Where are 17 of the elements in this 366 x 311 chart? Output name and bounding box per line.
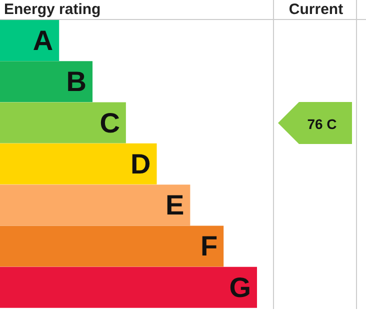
y-tick-label: D [130,148,151,180]
text: 76 C [307,116,337,132]
bar [0,20,60,61]
y-tick-label: E [165,190,184,221]
bar [0,61,93,102]
text: Current [288,1,344,18]
y-tick-label: C [100,107,120,138]
bar [0,184,190,226]
bar [0,266,257,308]
y-tick-label: A [32,25,54,56]
y-tick-label: B [66,66,87,98]
bar [0,102,126,144]
y-tick-label: G [229,272,251,303]
bar [0,143,157,184]
y-tick-label: F [200,230,218,262]
chart-title: Energy rating [4,1,101,18]
bar [0,226,224,267]
